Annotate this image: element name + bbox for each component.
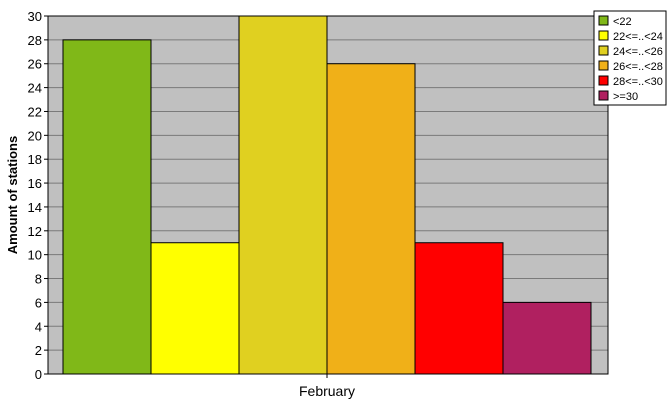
- legend-swatch: [598, 30, 609, 41]
- bar-0: [62, 39, 152, 375]
- legend-box: [593, 10, 667, 106]
- legend-swatch: [598, 15, 609, 26]
- bar-1: [150, 242, 240, 375]
- y-tick-label: 18: [28, 152, 42, 167]
- x-axis: February: [299, 374, 355, 399]
- legend-swatch: [598, 90, 609, 101]
- legend-label: <22: [613, 16, 632, 28]
- legend-label: >=30: [613, 91, 638, 103]
- y-tick-label: 12: [28, 224, 42, 239]
- y-tick-label: 14: [28, 200, 42, 215]
- legend-swatch: [598, 60, 609, 71]
- bar-4: [414, 242, 504, 375]
- y-tick-label: 4: [35, 319, 42, 334]
- legend-swatch: [598, 75, 609, 86]
- bar-3: [326, 63, 416, 375]
- y-tick-label: 22: [28, 104, 42, 119]
- x-category-label: February: [299, 383, 355, 399]
- y-axis-label: Amount of stations: [5, 136, 20, 254]
- bar-2: [238, 15, 328, 375]
- plot-frame: [47, 15, 609, 375]
- y-tick-label: 8: [35, 272, 42, 287]
- legend-label: 24<=..<26: [613, 46, 663, 58]
- legend: <22 22<=..<24 24<=..<26 26<=..<28 28<=..<30 >…: [593, 10, 667, 106]
- y-tick-label: 26: [28, 57, 42, 72]
- y-tick-label: 6: [35, 295, 42, 310]
- y-tick-label: 24: [28, 81, 42, 96]
- legend-swatch: [598, 45, 609, 56]
- y-tick-label: 30: [28, 9, 42, 24]
- y-tick-label: 10: [28, 248, 42, 263]
- bar-5: [502, 301, 592, 375]
- legend-label: 28<=..<30: [613, 76, 663, 88]
- y-tick-label: 28: [28, 33, 42, 48]
- y-tick-label: 0: [35, 367, 42, 382]
- y-tick-label: 2: [35, 343, 42, 358]
- y-tick-label: 16: [28, 176, 42, 191]
- bars: [62, 15, 592, 375]
- y-tick-label: 20: [28, 128, 42, 143]
- legend-label: 22<=..<24: [613, 31, 663, 43]
- legend-label: 26<=..<28: [613, 61, 663, 73]
